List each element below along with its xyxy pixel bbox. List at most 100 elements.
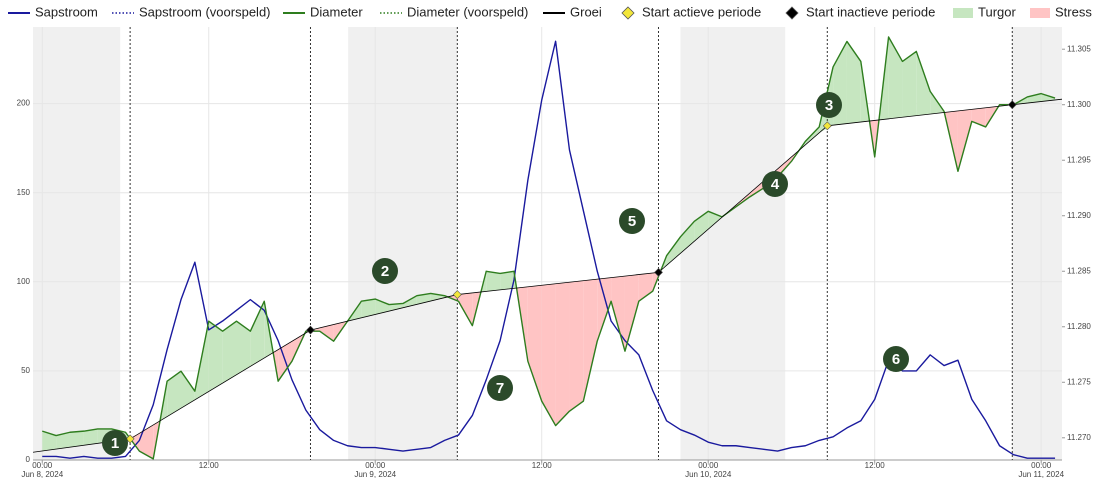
y2-tick-label: 11.270	[1067, 433, 1091, 442]
turgor-area	[846, 41, 861, 124]
turgor-area	[208, 321, 223, 392]
period-marker	[822, 121, 832, 131]
night-shade	[348, 27, 458, 460]
turgor-area	[402, 295, 417, 308]
x-tick-label: 00:00	[1031, 461, 1052, 470]
y-tick-label: 0	[26, 455, 31, 464]
stress-area	[777, 156, 792, 177]
x-tick-date: Jun 8, 2024	[21, 470, 63, 479]
legend-symbol	[785, 6, 799, 20]
turgor-area	[916, 51, 931, 116]
stress-area	[597, 277, 612, 342]
stress-area	[957, 109, 972, 172]
x-tick-date: Jun 10, 2024	[685, 470, 732, 479]
turgor-area	[486, 271, 501, 292]
legend-symbol	[953, 8, 973, 18]
y-tick-label: 150	[17, 188, 31, 197]
turgor-area	[375, 299, 390, 315]
x-tick-date: Jun 11, 2024	[1018, 470, 1064, 479]
stress-area	[583, 279, 598, 402]
stress-area	[527, 285, 542, 402]
stress-area	[624, 274, 639, 352]
annotation-badge	[102, 430, 128, 456]
annotation-label: 1	[111, 435, 119, 452]
y2-tick-label: 11.285	[1067, 266, 1091, 275]
annotation-label: 5	[628, 213, 636, 230]
legend-label: Turgor	[978, 4, 1016, 19]
annotation-label: 2	[381, 263, 389, 280]
turgor-area	[888, 36, 903, 119]
legend-symbol	[621, 6, 635, 20]
legend-label: Sapstroom	[35, 4, 98, 19]
period-marker	[452, 290, 462, 299]
annotation-label: 4	[771, 176, 780, 193]
x-tick-label: 00:00	[365, 461, 386, 470]
night-shade	[1012, 27, 1062, 460]
growth-line	[32, 98, 1063, 453]
stress-area	[458, 292, 473, 326]
turgor-area	[694, 211, 709, 242]
x-tick-label: 12:00	[199, 461, 220, 470]
turgor-area	[389, 303, 403, 312]
turgor-area	[69, 431, 84, 448]
turgor-area	[42, 431, 57, 451]
stress-area	[541, 283, 556, 426]
legend-label: Start actieve periode	[642, 4, 761, 19]
turgor-area	[83, 428, 98, 446]
annotation-badge	[372, 258, 398, 284]
annotation-badge	[762, 171, 788, 197]
turgor-area	[680, 221, 695, 254]
y2-tick-label: 11.295	[1067, 155, 1091, 164]
period-marker	[125, 434, 135, 444]
legend-label: Start inactieve periode	[806, 4, 935, 19]
x-tick-date: Jun 9, 2024	[354, 470, 396, 479]
annotation-badge	[816, 92, 842, 118]
turgor-area	[56, 432, 70, 450]
annotation-badge	[487, 375, 513, 401]
annotation-label: 7	[496, 380, 504, 397]
night-shade	[33, 27, 121, 460]
turgor-area	[222, 321, 237, 384]
turgor-area	[236, 321, 251, 375]
turgor-area	[902, 51, 917, 118]
series-line	[42, 36, 1056, 460]
annotation-badge	[883, 346, 909, 372]
period-marker	[654, 267, 663, 277]
stress-area	[139, 424, 154, 459]
period-marker	[1007, 100, 1017, 110]
turgor-area	[361, 299, 376, 318]
turgor-area	[666, 236, 681, 266]
stress-area	[319, 324, 334, 342]
legend-label: Diameter	[310, 4, 363, 19]
turgor-area	[180, 371, 195, 409]
legend-symbol	[1030, 8, 1050, 18]
annotation-label: 3	[825, 97, 833, 114]
legend-label: Stress	[1055, 4, 1092, 19]
x-tick-label: 00:00	[698, 461, 719, 470]
stress-area	[611, 276, 625, 352]
y2-tick-label: 11.280	[1067, 322, 1091, 331]
turgor-area	[1041, 93, 1056, 102]
x-tick-label: 00:00	[32, 461, 53, 470]
y-tick-label: 50	[21, 366, 30, 375]
stress-area	[569, 280, 584, 412]
y-tick-label: 100	[17, 277, 31, 286]
x-tick-label: 12:00	[532, 461, 553, 470]
y2-tick-label: 11.305	[1067, 44, 1091, 53]
y2-tick-label: 11.300	[1067, 100, 1091, 109]
night-shade	[680, 27, 786, 460]
turgor-area	[250, 301, 265, 367]
stress-area	[749, 181, 764, 197]
annotation-badge	[619, 208, 645, 234]
legend-label: Sapstroom (voorspeld)	[139, 4, 271, 19]
stress-area	[555, 282, 570, 426]
legend-label: Groei	[570, 4, 602, 19]
annotation-label: 6	[892, 351, 900, 368]
stress-area	[638, 273, 653, 302]
turgor-area	[500, 271, 514, 290]
y2-tick-label: 11.290	[1067, 211, 1091, 220]
y-tick-label: 200	[17, 99, 31, 108]
turgor-area	[1027, 93, 1042, 104]
x-tick-label: 12:00	[865, 461, 886, 470]
